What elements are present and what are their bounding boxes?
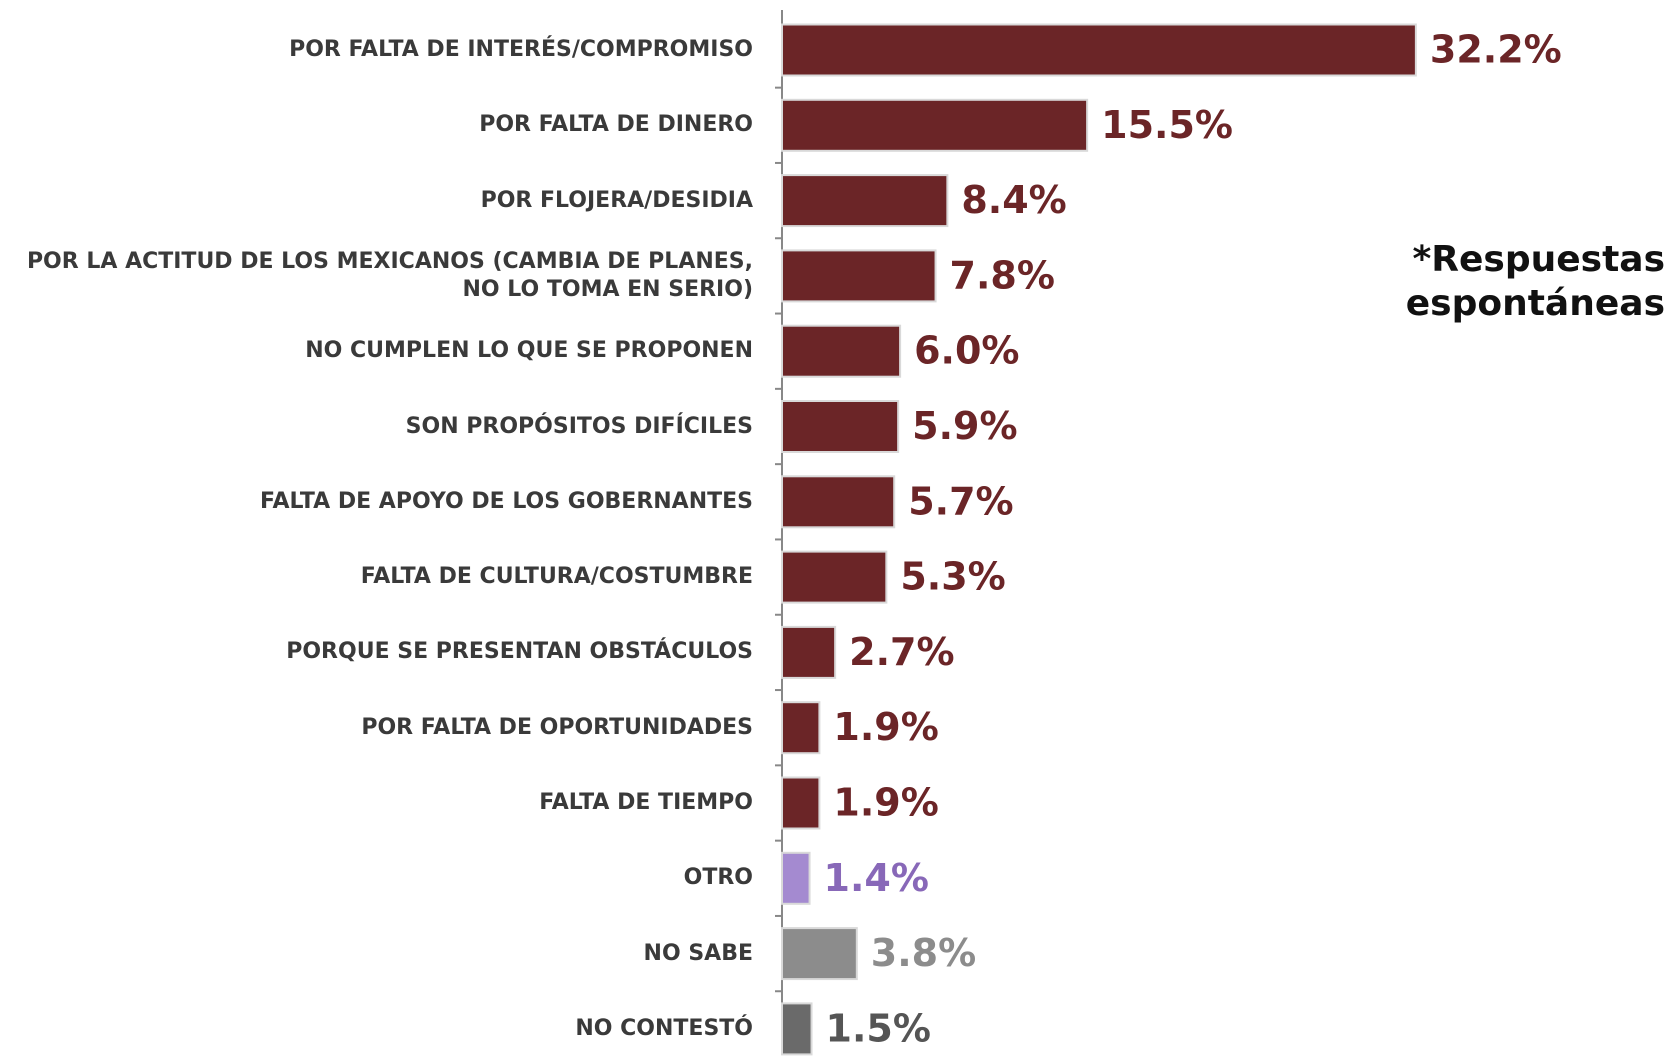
category-label: POR FLOJERA/DESIDIA [480,187,753,213]
category-label: POR FALTA DE OPORTUNIDADES [361,714,753,740]
value-label: 1.9% [833,705,938,749]
bar [781,324,902,378]
bar [781,550,888,604]
category-label: POR FALTA DE DINERO [479,112,753,138]
bar [781,475,896,529]
value-label: 32.2% [1430,28,1562,72]
bar [781,23,1417,77]
value-label: 5.3% [900,555,1005,599]
value-label: 1.9% [833,781,938,825]
value-label: 2.7% [849,630,954,674]
category-label: POR LA ACTITUD DE LOS MEXICANOS (CAMBIA … [26,248,753,302]
category-label: NO CONTESTÓ [575,1015,753,1041]
category-label: SON PROPÓSITOS DIFÍCILES [405,413,753,439]
value-label: 7.8% [950,253,1055,297]
bar [781,625,837,679]
category-label: PORQUE SE PRESENTAN OBSTÁCULOS [286,639,753,665]
category-label: FALTA DE APOYO DE LOS GOBERNANTES [259,488,753,514]
bar [781,1002,813,1056]
bar [781,249,937,303]
bar [781,776,821,830]
category-label: POR FALTA DE INTERÉS/COMPROMISO [289,37,753,62]
bar [781,98,1089,152]
bar [781,851,811,905]
category-label: FALTA DE CULTURA/COSTUMBRE [360,564,753,590]
value-label: 1.5% [826,1006,931,1050]
category-label: FALTA DE TIEMPO [539,790,753,815]
bar [781,174,949,228]
bar [781,400,900,453]
value-label: 3.8% [871,931,976,975]
value-label: 15.5% [1101,103,1233,147]
category-label: NO SABE [643,940,753,966]
category-label: NO CUMPLEN LO QUE SE PROPONEN [305,338,753,364]
category-label: OTRO [683,865,753,891]
value-label: 6.0% [914,329,1019,373]
bar [781,701,821,755]
bar [781,927,858,981]
value-label: 5.7% [908,479,1013,523]
value-label: 1.4% [824,856,929,900]
value-label: 5.9% [912,404,1017,448]
value-label: 8.4% [961,178,1066,222]
annotation: *Respuestas espontáneas [1405,239,1665,324]
